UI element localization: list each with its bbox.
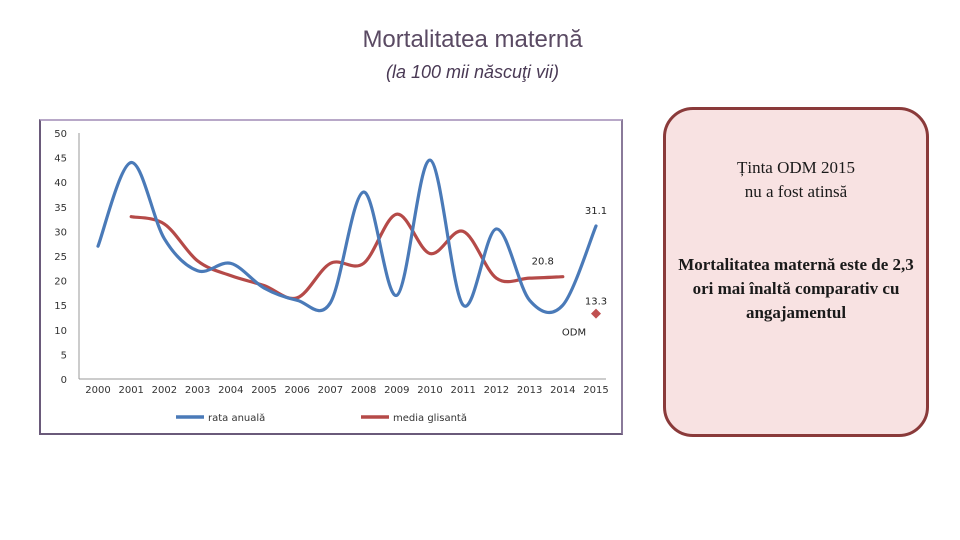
series-line-media-glisantă xyxy=(129,212,565,301)
x-tick-label: 2003 xyxy=(185,385,210,396)
x-tick-label: 2009 xyxy=(384,385,409,396)
x-tick-label: 2001 xyxy=(118,385,143,396)
callout-heading: Ținta ODM 2015 nu a fost atinsă xyxy=(676,156,916,204)
x-tick-label: 2014 xyxy=(550,385,575,396)
y-tick-label: 20 xyxy=(54,277,67,288)
odm-callout: Ținta ODM 2015 nu a fost atinsă Mortalit… xyxy=(663,107,929,437)
x-tick-label: 2004 xyxy=(218,385,243,396)
y-tick-label: 5 xyxy=(61,350,67,361)
y-tick-label: 40 xyxy=(54,178,67,189)
x-tick-label: 2000 xyxy=(85,385,110,396)
x-tick-label: 2008 xyxy=(351,385,376,396)
y-tick-label: 35 xyxy=(54,203,67,214)
callout-body: Mortalitatea maternă este de 2,3 ori mai… xyxy=(678,255,914,322)
data-label: 20.8 xyxy=(532,257,554,268)
y-tick-label: 15 xyxy=(54,301,67,312)
target-marker xyxy=(591,308,601,319)
legend-label: rata anuală xyxy=(208,413,265,424)
data-label: 31.1 xyxy=(585,206,607,217)
y-tick-label: 25 xyxy=(54,252,67,263)
target-label: ODM xyxy=(562,328,586,339)
y-tick-label: 10 xyxy=(54,326,67,337)
x-tick-label: 2012 xyxy=(484,385,509,396)
x-tick-label: 2013 xyxy=(517,385,542,396)
y-tick-label: 30 xyxy=(54,227,67,238)
y-tick-label: 45 xyxy=(54,154,67,165)
x-tick-label: 2006 xyxy=(284,385,309,396)
maternal-mortality-chart: 0 5 10 15 20 25 30 35 40 45 50 2000 2001 2002 2003 2004… xyxy=(54,129,608,424)
callout-line1: Ținta ODM 2015 xyxy=(736,158,856,177)
series-line-rata-anuală xyxy=(96,158,598,315)
callout-line2: nu a fost atinsă xyxy=(744,182,848,201)
x-tick-label: 2002 xyxy=(152,385,177,396)
page-title: Mortalitatea maternă xyxy=(362,26,583,53)
chart-frame: 0 5 10 15 20 25 30 35 40 45 50 2000 2001 2002 2003 2004… xyxy=(39,119,623,435)
target-value-label: 13.3 xyxy=(585,297,607,308)
y-tick-label: 50 xyxy=(54,129,67,140)
y-tick-label: 0 xyxy=(61,375,67,386)
page-subtitle: (la 100 mii născuţi vii) xyxy=(385,62,560,82)
legend-label: media glisantă xyxy=(393,413,467,424)
x-tick-label: 2011 xyxy=(450,385,475,396)
x-tick-label: 2010 xyxy=(417,385,442,396)
x-tick-label: 2005 xyxy=(251,385,276,396)
x-tick-label: 2015 xyxy=(583,385,608,396)
x-tick-label: 2007 xyxy=(318,385,343,396)
